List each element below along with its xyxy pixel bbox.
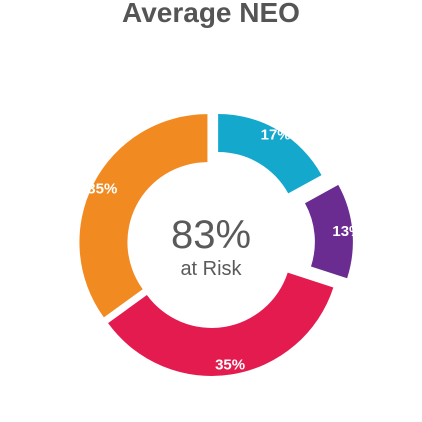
slice-label-2: 13% (332, 223, 362, 240)
slice-label-3: 35% (215, 356, 245, 373)
slice-labels: 17% 13% 35% 35% (87, 127, 362, 374)
donut-slices (79, 113, 353, 376)
donut-slice-4 (79, 114, 208, 318)
slice-label-1: 17% (261, 127, 291, 144)
center-caption: at Risk (180, 258, 242, 280)
slice-label-4: 35% (87, 181, 117, 198)
chart-title: Average NEO (122, 0, 300, 28)
donut-slice-2 (304, 184, 353, 279)
donut-slice-1 (218, 113, 322, 194)
donut-slice-3 (108, 272, 334, 376)
center-value: 83% (171, 213, 251, 257)
